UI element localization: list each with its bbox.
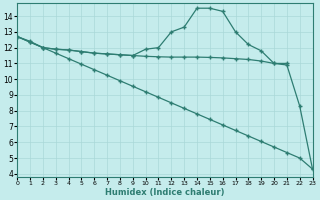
X-axis label: Humidex (Indice chaleur): Humidex (Indice chaleur) (105, 188, 225, 197)
